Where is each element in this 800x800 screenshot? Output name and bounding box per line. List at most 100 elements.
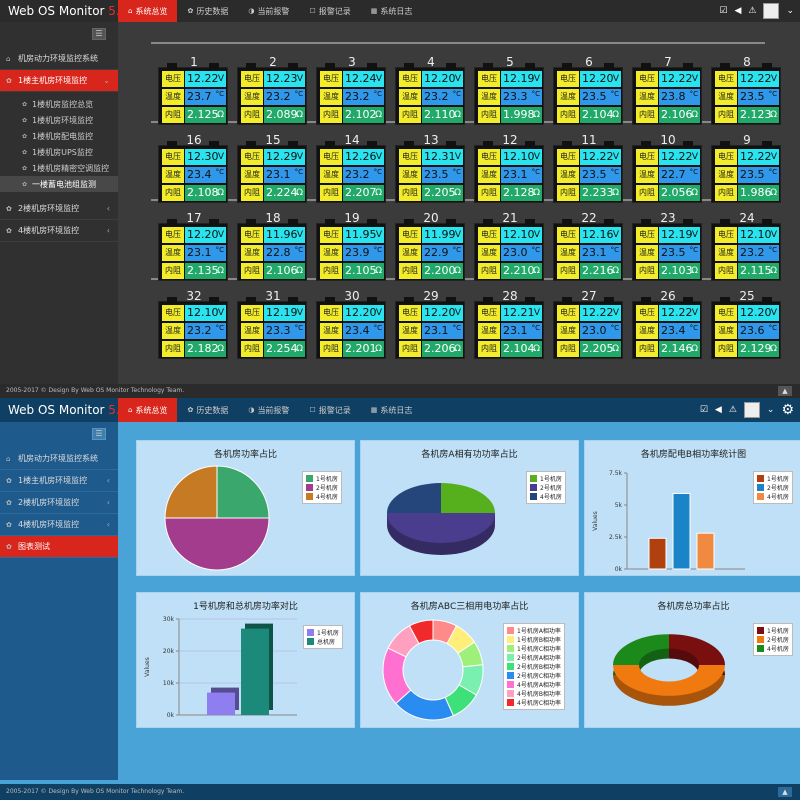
battery-cell[interactable]: 26 电压 12.22 V 温度 23.4 °C 内阻 2.146 Ω (632, 289, 702, 359)
battery-cell[interactable]: 8 电压 12.22 V 温度 23.5 °C 内阻 2.123 Ω (711, 55, 781, 125)
legend-item[interactable]: 1号机房B相功率 (507, 635, 561, 644)
bar[interactable] (696, 532, 715, 570)
legend-item[interactable]: 4号机房 (530, 492, 562, 501)
sidebar-sub-power[interactable]: ✿ 1楼机房配电监控 (22, 131, 94, 141)
pie-slice[interactable] (387, 513, 495, 543)
sidebar-item-system[interactable]: ⌂ 机房动力环境监控系统 (0, 448, 118, 470)
tab-history[interactable]: ✿ 历史数据 (187, 405, 229, 415)
tab-system-log[interactable]: ▦ 系统日志 (370, 405, 413, 415)
legend-item[interactable]: 2号机房 (306, 483, 338, 492)
gear-icon[interactable]: ⚙ (781, 402, 794, 418)
legend-item[interactable]: 2号机房C相功率 (507, 671, 561, 680)
donut-slice[interactable] (613, 665, 725, 696)
battery-cell[interactable]: 16 电压 12.30 V 温度 23.4 °C 内阻 2.108 Ω (158, 133, 228, 203)
battery-cell[interactable]: 9 电压 12.22 V 温度 23.5 °C 内阻 1.986 Ω (711, 133, 781, 203)
sidebar-item-floor1[interactable]: ✿ 1楼主机房环境监控 ⌄ (0, 70, 118, 92)
legend-item[interactable]: 4号机房 (757, 492, 789, 501)
sidebar-item-floor4[interactable]: ✿ 4楼机房环境监控 ‹ (0, 514, 118, 536)
battery-cell[interactable]: 7 电压 12.22 V 温度 23.8 °C 内阻 2.106 Ω (632, 55, 702, 125)
tab-alarm-records[interactable]: ☐ 报警记录 (309, 6, 351, 16)
battery-cell[interactable]: 22 电压 12.16 V 温度 23.1 °C 内阻 2.216 Ω (553, 211, 623, 281)
battery-cell[interactable]: 30 电压 12.20 V 温度 23.4 °C 内阻 2.201 Ω (316, 289, 386, 359)
warning-icon[interactable]: ⚠ (748, 6, 757, 16)
battery-cell[interactable]: 19 电压 11.95 V 温度 23.9 °C 内阻 2.105 Ω (316, 211, 386, 281)
battery-cell[interactable]: 32 电压 12.10 V 温度 23.2 °C 内阻 2.182 Ω (158, 289, 228, 359)
battery-cell[interactable]: 24 电压 12.10 V 温度 23.2 °C 内阻 2.115 Ω (711, 211, 781, 281)
battery-cell[interactable]: 13 电压 12.31 V 温度 23.5 °C 内阻 2.205 Ω (395, 133, 465, 203)
battery-cell[interactable]: 31 电压 12.19 V 温度 23.3 °C 内阻 2.254 Ω (237, 289, 307, 359)
chevron-down-icon[interactable]: ⌄ (786, 6, 794, 16)
warning-icon[interactable]: ⚠ (728, 405, 737, 415)
legend-item[interactable]: 2号机房 (757, 483, 789, 492)
sidebar-item-floor2[interactable]: ✿ 2楼机房环境监控 ‹ (0, 198, 118, 220)
legend-item[interactable]: 1号机房A相功率 (507, 626, 561, 635)
legend-item[interactable]: 1号机房 (757, 626, 789, 635)
speaker-icon[interactable]: ◀ (714, 405, 722, 415)
pie-slice[interactable] (387, 483, 441, 513)
pie-slice[interactable] (441, 483, 495, 513)
battery-cell[interactable]: 28 电压 12.21 V 温度 23.1 °C 内阻 2.104 Ω (474, 289, 544, 359)
avatar[interactable] (743, 402, 760, 418)
battery-cell[interactable]: 12 电压 12.10 V 温度 23.1 °C 内阻 2.128 Ω (474, 133, 544, 203)
sidebar-sub-aircon[interactable]: ✿ 1楼机房精密空调监控 (22, 163, 110, 173)
battery-cell[interactable]: 20 电压 11.99 V 温度 22.9 °C 内阻 2.200 Ω (395, 211, 465, 281)
legend-item[interactable]: 总机房 (307, 637, 339, 646)
menu-toggle-icon[interactable]: ☰ (92, 28, 106, 40)
sidebar-item-floor2[interactable]: ✿ 2楼机房环境监控 ‹ (0, 492, 118, 514)
sidebar-sub-environment[interactable]: ✿ 1楼机房环境监控 (22, 115, 94, 125)
battery-cell[interactable]: 5 电压 12.19 V 温度 23.3 °C 内阻 1.998 Ω (474, 55, 544, 125)
legend-item[interactable]: 1号机房 (530, 474, 562, 483)
battery-cell[interactable]: 3 电压 12.24 V 温度 23.2 °C 内阻 2.102 Ω (316, 55, 386, 125)
legend-item[interactable]: 4号机房B相功率 (507, 689, 561, 698)
legend-item[interactable]: 2号机房B相功率 (507, 662, 561, 671)
donut-slice[interactable] (408, 619, 434, 645)
tab-current-alarm[interactable]: ◑ 当前报警 (248, 405, 290, 415)
legend-item[interactable]: 2号机房 (757, 635, 789, 644)
sidebar-item-system[interactable]: ⌂ 机房动力环境监控系统 (0, 48, 118, 70)
checkbox-icon[interactable]: ☑ (719, 6, 728, 16)
legend-item[interactable]: 1号机房 (757, 474, 789, 483)
battery-cell[interactable]: 6 电压 12.20 V 温度 23.5 °C 内阻 2.104 Ω (553, 55, 623, 125)
app-logo[interactable]: Web OS Monitor 5.0 (8, 4, 127, 18)
app-logo[interactable]: Web OS Monitor 5.0 (8, 403, 127, 417)
battery-cell[interactable]: 21 电压 12.10 V 温度 23.0 °C 内阻 2.210 Ω (474, 211, 544, 281)
tab-overview[interactable]: ⌂ 系统总览 (118, 398, 178, 422)
battery-cell[interactable]: 18 电压 11.96 V 温度 22.8 °C 内阻 2.106 Ω (237, 211, 307, 281)
donut-slice[interactable] (613, 634, 669, 665)
legend-item[interactable]: 1号机房C相功率 (507, 644, 561, 653)
scroll-top-icon[interactable]: ▲ (778, 386, 792, 396)
menu-toggle-icon[interactable]: ☰ (92, 428, 106, 440)
tab-history[interactable]: ✿ 历史数据 (187, 6, 229, 16)
scroll-top-icon[interactable]: ▲ (778, 787, 792, 797)
pie-slice[interactable] (164, 517, 270, 571)
sidebar-item-floor4[interactable]: ✿ 4楼机房环境监控 ‹ (0, 220, 118, 242)
pie-slice[interactable] (216, 465, 270, 519)
bar[interactable] (648, 537, 667, 570)
battery-cell[interactable]: 2 电压 12.23 V 温度 23.2 °C 内阻 2.089 Ω (237, 55, 307, 125)
legend-item[interactable]: 4号机房 (306, 492, 338, 501)
battery-cell[interactable]: 25 电压 12.20 V 温度 23.6 °C 内阻 2.129 Ω (711, 289, 781, 359)
legend-item[interactable]: 4号机房A相功率 (507, 680, 561, 689)
sidebar-sub-battery[interactable]: ✿ 一楼蓄电池组监测 (0, 176, 118, 192)
legend-item[interactable]: 1号机房 (307, 628, 339, 637)
pie-slice[interactable] (164, 465, 218, 519)
battery-cell[interactable]: 11 电压 12.22 V 温度 23.5 °C 内阻 2.233 Ω (553, 133, 623, 203)
bar[interactable] (672, 492, 691, 570)
chevron-down-icon[interactable]: ⌄ (766, 405, 775, 415)
sidebar-sub-overview[interactable]: ✿ 1楼机房监控总览 (22, 99, 94, 109)
battery-cell[interactable]: 27 电压 12.22 V 温度 23.0 °C 内阻 2.205 Ω (553, 289, 623, 359)
battery-cell[interactable]: 23 电压 12.19 V 温度 23.5 °C 内阻 2.103 Ω (632, 211, 702, 281)
legend-item[interactable]: 1号机房 (306, 474, 338, 483)
tab-current-alarm[interactable]: ◑ 当前报警 (248, 6, 290, 16)
sidebar-item-floor1[interactable]: ✿ 1楼主机房环境监控 ‹ (0, 470, 118, 492)
legend-item[interactable]: 4号机房C相功率 (507, 698, 561, 707)
bar[interactable] (207, 692, 235, 715)
bar[interactable] (241, 628, 269, 715)
tab-alarm-records[interactable]: ☐ 报警记录 (309, 405, 351, 415)
battery-cell[interactable]: 14 电压 12.26 V 温度 23.2 °C 内阻 2.207 Ω (316, 133, 386, 203)
battery-cell[interactable]: 10 电压 12.22 V 温度 22.7 °C 内阻 2.056 Ω (632, 133, 702, 203)
tab-overview[interactable]: ⌂ 系统总览 (118, 0, 178, 22)
sidebar-sub-ups[interactable]: ✿ 1楼机房UPS监控 (22, 147, 93, 157)
battery-cell[interactable]: 17 电压 12.20 V 温度 23.1 °C 内阻 2.135 Ω (158, 211, 228, 281)
battery-cell[interactable]: 29 电压 12.20 V 温度 23.1 °C 内阻 2.206 Ω (395, 289, 465, 359)
